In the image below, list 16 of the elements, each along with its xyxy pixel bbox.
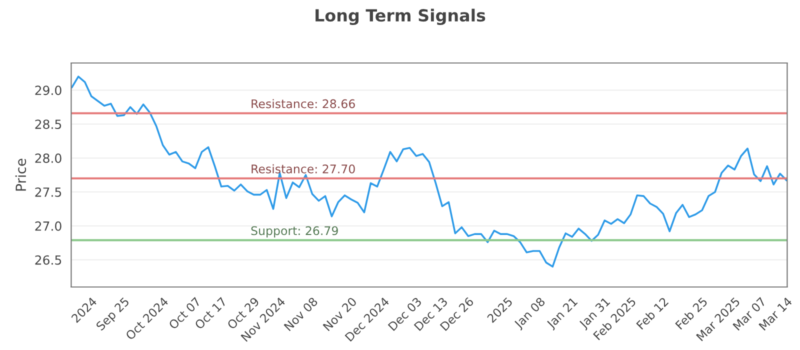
- chart-title: Long Term Signals: [316, 8, 486, 26]
- x-tick-label: Jan 08: [513, 296, 548, 331]
- x-tick-label: Jan 21: [546, 296, 580, 331]
- ref-line-label: Resistance: 27.70: [252, 164, 355, 174]
- y-tick-label: 27.5: [35, 187, 62, 197]
- x-tick-label: Nov 08: [284, 296, 318, 332]
- x-tick-label: Feb 12: [636, 296, 669, 330]
- y-tick-label: 27.0: [35, 221, 62, 231]
- y-tick-label: 28.0: [35, 154, 62, 163]
- y-tick-label: 28.5: [35, 120, 62, 130]
- y-axis-title: Price: [15, 158, 26, 191]
- y-tick-label: 29.0: [35, 86, 62, 96]
- y-tick-label: 26.5: [35, 255, 62, 265]
- ref-line-label: Resistance: 28.66: [252, 99, 355, 108]
- line-series: [71, 76, 788, 268]
- ref-line-label: Support: 26.79: [251, 226, 338, 238]
